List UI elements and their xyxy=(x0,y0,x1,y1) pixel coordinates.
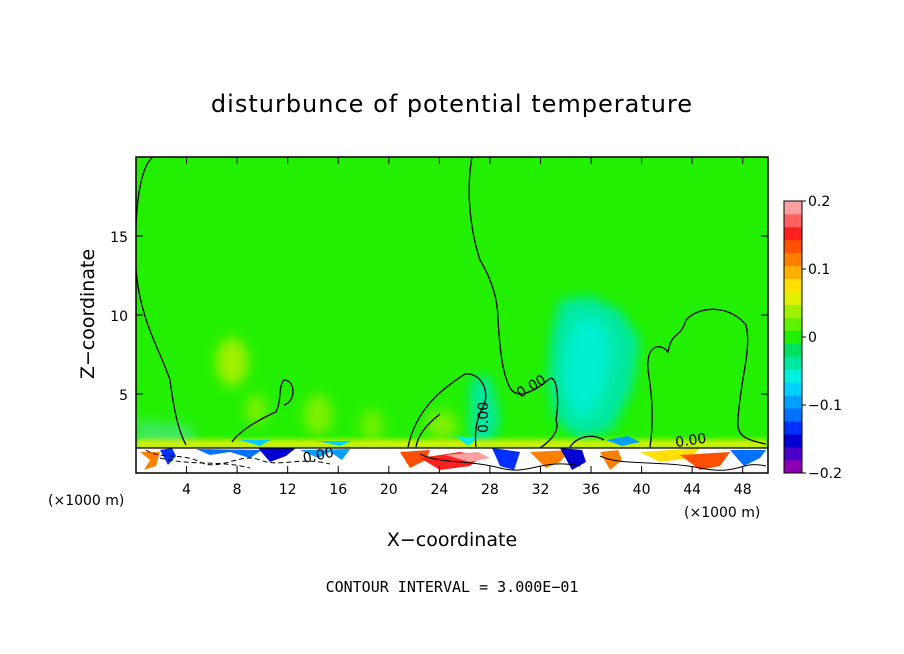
x-tick-label: 44 xyxy=(683,482,701,498)
chart-title: disturbunce of potential temperature xyxy=(211,90,693,118)
x-tick-label: 40 xyxy=(633,482,651,498)
y-unit-label: (×1000 m) xyxy=(48,493,124,509)
contour-label: 0.00 xyxy=(302,445,336,467)
negative-anomaly-field xyxy=(136,296,640,452)
colorbar-swatch xyxy=(784,447,802,461)
x-tick-label: 8 xyxy=(233,482,242,498)
colorbar: 0.2 0.1 0 −0.1 −0.2 xyxy=(784,194,842,482)
x-tick-label: 32 xyxy=(532,482,550,498)
y-tick-label: 15 xyxy=(110,230,128,246)
colorbar-swatch xyxy=(784,213,802,228)
x-tick-label: 20 xyxy=(380,482,398,498)
x-axis-label: X−coordinate xyxy=(387,529,517,551)
colorbar-swatch xyxy=(784,201,802,215)
colorbar-swatch xyxy=(784,278,802,293)
colorbar-tick-label: −0.1 xyxy=(808,398,842,414)
colorbar-tick-label: −0.2 xyxy=(808,466,842,482)
colorbar-swatch xyxy=(784,356,802,370)
x-tick-label: 24 xyxy=(430,482,448,498)
x-tick-label: 16 xyxy=(329,482,347,498)
colorbar-tick-label: 0.2 xyxy=(808,194,830,210)
colorbar-swatch xyxy=(784,317,802,331)
zero-contours xyxy=(136,157,767,449)
x-tick-label: 4 xyxy=(182,482,191,498)
colorbar-swatch xyxy=(784,265,802,280)
surface-layer xyxy=(136,436,768,473)
plot-area xyxy=(136,157,768,473)
colorbar-swatch xyxy=(784,395,802,409)
positive-anomaly-field xyxy=(216,338,458,441)
colorbar-swatch xyxy=(784,434,802,448)
y-axis: 5 10 15 xyxy=(110,230,768,404)
colorbar-swatch xyxy=(784,460,802,474)
colorbar-swatch xyxy=(784,252,802,267)
colorbar-tick-label: 0.1 xyxy=(808,262,830,278)
colorbar-swatch xyxy=(784,291,802,306)
contour-label: 0.00 xyxy=(674,431,707,451)
colorbar-swatch xyxy=(784,421,802,435)
x-tick-label: 36 xyxy=(582,482,600,498)
colorbar-swatch xyxy=(784,304,802,318)
colorbar-swatch xyxy=(784,408,802,422)
x-tick-label: 28 xyxy=(481,482,499,498)
y-tick-label: 5 xyxy=(119,388,128,404)
x-unit-label: (×1000 m) xyxy=(684,505,760,521)
contour-interval-note: CONTOUR INTERVAL = 3.000E−01 xyxy=(326,578,579,596)
x-tick-label: 48 xyxy=(734,482,752,498)
colorbar-swatch xyxy=(784,382,802,396)
y-tick-label: 10 xyxy=(110,309,128,325)
colorbar-swatch xyxy=(784,330,802,344)
colorbar-swatch xyxy=(784,226,802,241)
colorbar-swatch xyxy=(784,239,802,254)
y-axis-label: Z−coordinate xyxy=(77,249,99,379)
colorbar-swatch xyxy=(784,369,802,383)
colorbar-tick-label: 0 xyxy=(808,330,817,346)
x-tick-label: 12 xyxy=(279,482,297,498)
contour-label: 0.00 xyxy=(476,402,492,433)
colorbar-swatch xyxy=(784,343,802,357)
x-axis: 4 8 12 16 20 24 28 32 36 40 44 48 xyxy=(182,157,752,498)
colorbar-frame xyxy=(783,200,803,474)
